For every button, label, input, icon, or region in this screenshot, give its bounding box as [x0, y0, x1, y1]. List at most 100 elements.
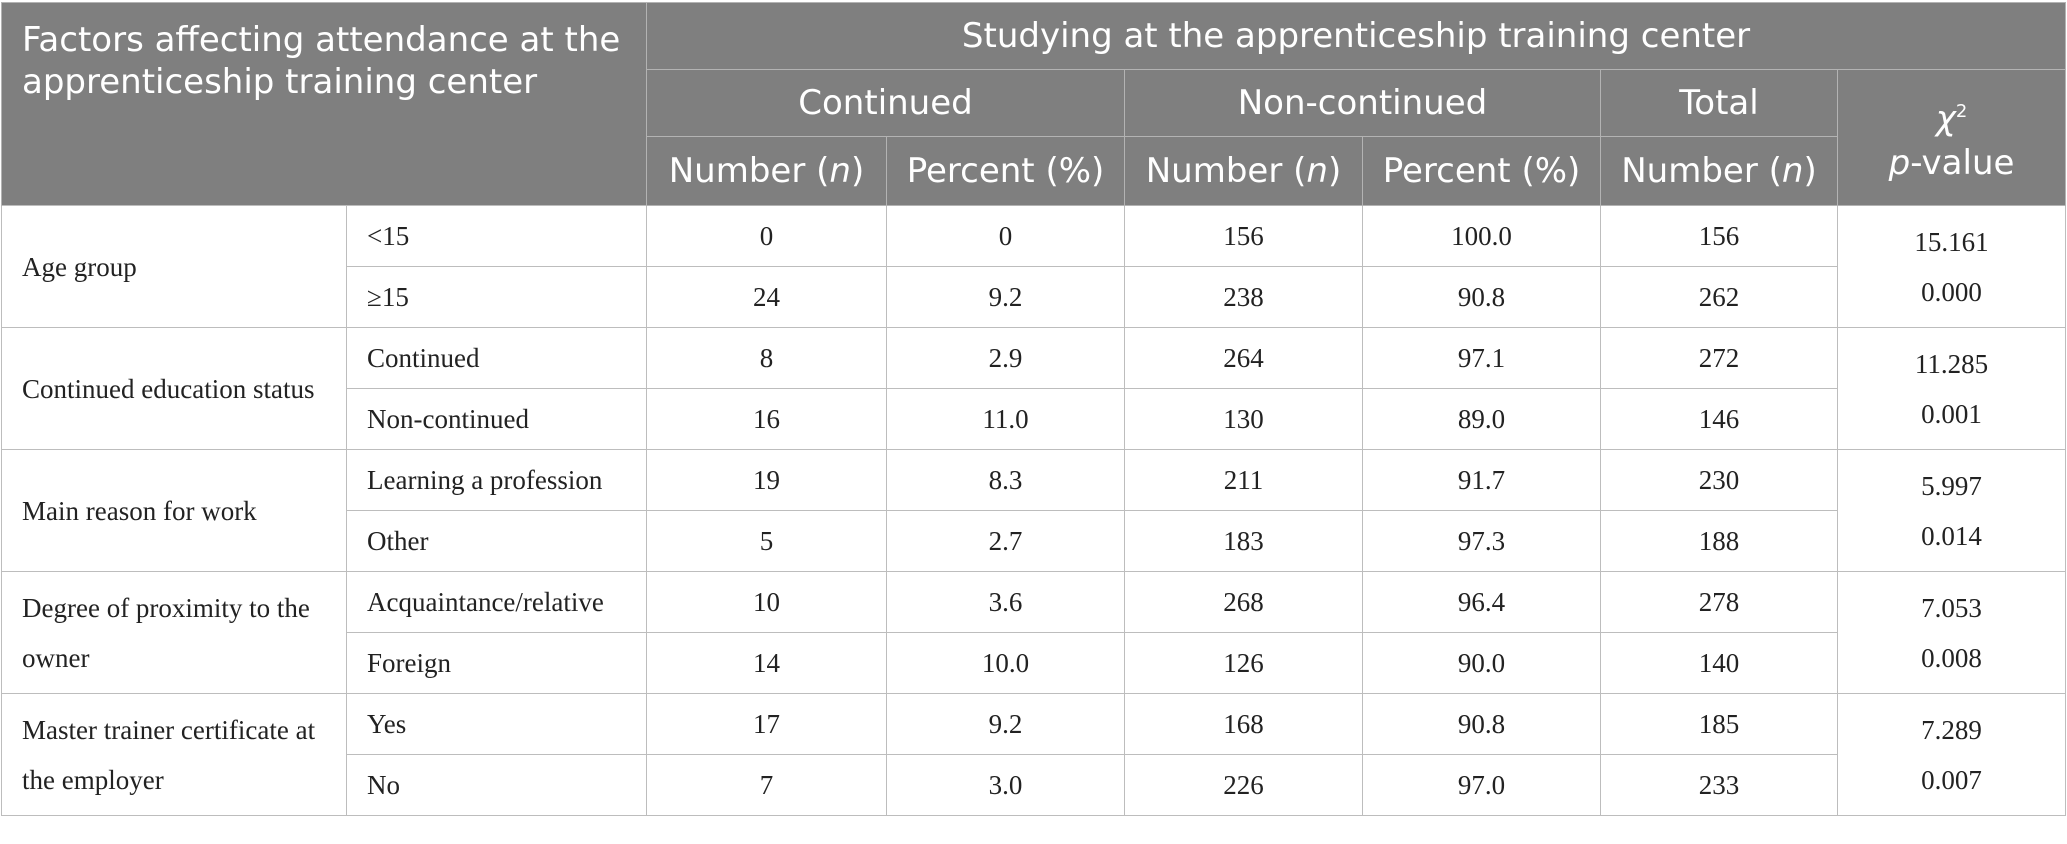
total-cell: 233 [1600, 754, 1838, 816]
continued-percent-cell: 9.2 [886, 266, 1125, 328]
continued-percent-cell: 10.0 [886, 632, 1125, 694]
total-cell: 156 [1600, 205, 1838, 267]
level-cell: Non-continued [346, 388, 647, 450]
level-cell: Other [346, 510, 647, 572]
factor-cell: Main reason for work [1, 449, 347, 572]
total-cell: 272 [1600, 327, 1838, 389]
non-continued-number-cell: 168 [1124, 693, 1363, 755]
table-row: Continued education status Continued 8 2… [1, 327, 2067, 450]
non-continued-percent-header: Percent (%) [1362, 136, 1601, 206]
non-continued-number-cell: 264 [1124, 327, 1363, 389]
chi-square-header: χ2 p-value [1836, 69, 2067, 206]
non-continued-percent-cell: 90.0 [1362, 632, 1601, 694]
p-value-label: -value [1910, 142, 2015, 183]
non-continued-number-cell: 156 [1124, 205, 1363, 267]
n-symbol: n [1306, 151, 1328, 191]
chi-square-value: 5.997 [1921, 470, 1982, 501]
continued-percent-cell: 3.0 [886, 754, 1125, 816]
continued-number-cell: 10 [646, 571, 887, 633]
table-row: Non-continued 16 11.0 130 89.0 146 [2, 388, 2066, 450]
chi-square-value: 7.053 [1921, 592, 1982, 623]
p-value: 0.007 [1921, 764, 1982, 795]
level-cell: No [346, 754, 647, 816]
non-continued-header: Non-continued [1124, 69, 1601, 137]
chi-square-value: 7.289 [1921, 714, 1982, 745]
total-cell: 188 [1600, 510, 1838, 572]
chi-square-cell: 7.053 0.008 [1836, 571, 2067, 694]
chi-square-value: 11.285 [1914, 348, 1989, 379]
table-row: No 7 3.0 226 97.0 233 [2, 754, 2066, 816]
group-header: Studying at the apprenticeship training … [645, 2, 2067, 70]
factor-cell: Degree of proximity to the owner [1, 571, 347, 694]
continued-number-cell: 7 [646, 754, 887, 816]
level-cell: Learning a profession [346, 449, 647, 511]
continued-number-cell: 16 [646, 388, 887, 450]
chi-square-cell: 7.289 0.007 [1836, 693, 2067, 816]
non-continued-number-cell: 130 [1124, 388, 1363, 450]
continued-number-cell: 24 [646, 266, 887, 328]
level-cell: Acquaintance/relative [346, 571, 647, 633]
p-symbol: p [1888, 142, 1911, 183]
non-continued-percent-cell: 91.7 [1362, 449, 1601, 511]
factors-header: Factors affecting attendance at the appr… [1, 2, 647, 206]
non-continued-percent-cell: 90.8 [1362, 693, 1601, 755]
continued-number-cell: 5 [646, 510, 887, 572]
non-continued-number-cell: 268 [1124, 571, 1363, 633]
level-cell: Yes [346, 693, 647, 755]
continued-number-cell: 17 [646, 693, 887, 755]
p-value: 0.008 [1921, 642, 1982, 673]
total-cell: 278 [1600, 571, 1838, 633]
continued-percent-cell: 3.6 [886, 571, 1125, 633]
total-cell: 146 [1600, 388, 1838, 450]
non-continued-percent-cell: 90.8 [1362, 266, 1601, 328]
table-row: Age group <15 0 0 156 100.0 156 15.161 0… [1, 205, 2067, 328]
non-continued-percent-cell: 97.3 [1362, 510, 1601, 572]
continued-number-cell: 14 [646, 632, 887, 694]
chi-square-cell: 5.997 0.014 [1836, 449, 2067, 572]
continued-number-cell: 8 [646, 327, 887, 389]
level-cell: Foreign [346, 632, 647, 694]
non-continued-number-cell: 183 [1124, 510, 1363, 572]
total-header: Total [1600, 69, 1838, 137]
close-paren: ) [1327, 151, 1342, 191]
non-continued-number-cell: 238 [1124, 266, 1363, 328]
total-cell: 262 [1600, 266, 1838, 328]
table-row: Other 5 2.7 183 97.3 188 [2, 510, 2066, 572]
level-cell: <15 [346, 205, 647, 267]
number-label: Number ( [668, 151, 830, 191]
table-row: Degree of proximity to the owner Acquain… [1, 571, 2067, 694]
factor-cell: Age group [1, 205, 347, 328]
table-row: Main reason for work Learning a professi… [1, 449, 2067, 572]
factor-cell: Master trainer certificate at the employ… [1, 693, 347, 816]
non-continued-percent-cell: 96.4 [1362, 571, 1601, 633]
table-row: Foreign 14 10.0 126 90.0 140 [2, 632, 2066, 694]
table-body: Age group <15 0 0 156 100.0 156 15.161 0… [1, 205, 2067, 816]
chi-square-cell: 11.285 0.001 [1836, 327, 2067, 450]
non-continued-number-header: Number (n) [1124, 136, 1363, 206]
continued-percent-header: Percent (%) [886, 136, 1125, 206]
non-continued-percent-cell: 89.0 [1362, 388, 1601, 450]
close-paren: ) [850, 151, 865, 191]
n-symbol: n [1781, 151, 1804, 191]
table-header: Factors affecting attendance at the appr… [1, 2, 2067, 206]
n-symbol: n [829, 151, 851, 191]
total-number-header: Number (n) [1600, 136, 1838, 206]
non-continued-percent-cell: 97.0 [1362, 754, 1601, 816]
continued-number-header: Number (n) [646, 136, 887, 206]
number-label: Number ( [1145, 151, 1307, 191]
continued-percent-cell: 2.9 [886, 327, 1125, 389]
continued-percent-cell: 8.3 [886, 449, 1125, 511]
continued-number-cell: 19 [646, 449, 887, 511]
number-label: Number ( [1621, 151, 1782, 191]
continued-percent-cell: 0 [886, 205, 1125, 267]
table-row: Master trainer certificate at the employ… [1, 693, 2067, 816]
non-continued-number-cell: 126 [1124, 632, 1363, 694]
non-continued-percent-cell: 100.0 [1362, 205, 1601, 267]
total-cell: 185 [1600, 693, 1838, 755]
total-cell: 140 [1600, 632, 1838, 694]
total-cell: 230 [1600, 449, 1838, 511]
continued-number-cell: 0 [646, 205, 887, 267]
p-value: 0.014 [1921, 520, 1982, 551]
level-cell: ≥15 [346, 266, 647, 328]
chi-square-cell: 15.161 0.000 [1836, 205, 2067, 328]
